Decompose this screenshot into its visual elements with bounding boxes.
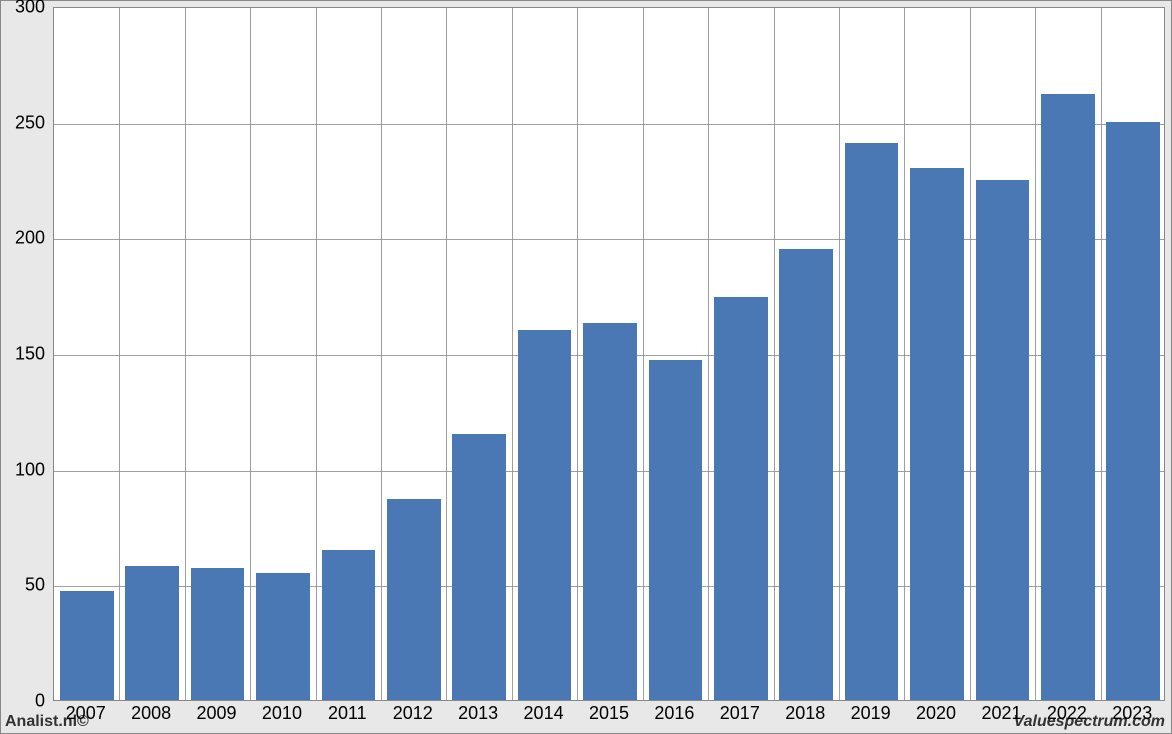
- bar: [845, 143, 899, 701]
- bar: [1106, 122, 1160, 700]
- bar: [125, 566, 179, 700]
- xtick-label: 2010: [249, 703, 314, 724]
- gridline-v: [577, 8, 578, 700]
- gridline-v: [643, 8, 644, 700]
- plot-area: [53, 7, 1165, 701]
- bar: [910, 168, 964, 700]
- bar: [518, 330, 572, 700]
- chart-frame: Analist.nl© Valuespectrum.com 0501001502…: [0, 0, 1172, 734]
- xtick-label: 2013: [446, 703, 511, 724]
- gridline-v: [1035, 8, 1036, 700]
- gridline-v: [250, 8, 251, 700]
- ytick-label: 200: [5, 228, 45, 249]
- xtick-label: 2020: [904, 703, 969, 724]
- gridline-v: [381, 8, 382, 700]
- xtick-label: 2016: [642, 703, 707, 724]
- ytick-label: 100: [5, 459, 45, 480]
- gridline-v: [446, 8, 447, 700]
- bar: [452, 434, 506, 700]
- gridline-v: [119, 8, 120, 700]
- xtick-label: 2011: [315, 703, 380, 724]
- xtick-label: 2012: [380, 703, 445, 724]
- bar: [714, 297, 768, 700]
- gridline-v: [839, 8, 840, 700]
- bar: [256, 573, 310, 700]
- gridline-v: [512, 8, 513, 700]
- gridline-v: [970, 8, 971, 700]
- bar: [322, 550, 376, 700]
- xtick-label: 2022: [1034, 703, 1099, 724]
- xtick-label: 2014: [511, 703, 576, 724]
- bar: [191, 568, 245, 700]
- gridline-v: [774, 8, 775, 700]
- bar: [583, 323, 637, 700]
- ytick-label: 0: [5, 691, 45, 712]
- gridline-v: [185, 8, 186, 700]
- gridline-v: [904, 8, 905, 700]
- xtick-label: 2008: [119, 703, 184, 724]
- xtick-label: 2007: [53, 703, 118, 724]
- xtick-label: 2021: [969, 703, 1034, 724]
- xtick-label: 2009: [184, 703, 249, 724]
- bar: [779, 249, 833, 700]
- gridline-h: [54, 124, 1164, 125]
- gridline-v: [1101, 8, 1102, 700]
- xtick-label: 2017: [707, 703, 772, 724]
- xtick-label: 2023: [1100, 703, 1165, 724]
- bar: [649, 360, 703, 700]
- gridline-v: [708, 8, 709, 700]
- gridline-v: [316, 8, 317, 700]
- xtick-label: 2018: [773, 703, 838, 724]
- bar: [60, 591, 114, 700]
- ytick-label: 50: [5, 575, 45, 596]
- ytick-label: 150: [5, 344, 45, 365]
- xtick-label: 2019: [838, 703, 903, 724]
- bar: [976, 180, 1030, 701]
- xtick-label: 2015: [577, 703, 642, 724]
- bar: [1041, 94, 1095, 700]
- ytick-label: 250: [5, 112, 45, 133]
- ytick-label: 300: [5, 0, 45, 18]
- bar: [387, 499, 441, 700]
